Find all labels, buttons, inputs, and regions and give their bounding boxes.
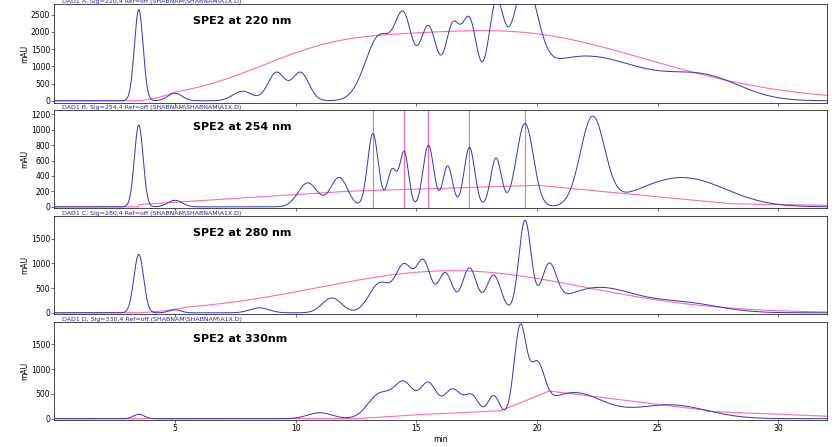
Text: SPE2 at 220 nm: SPE2 at 220 nm [194,16,291,26]
Text: SPE2 at 280 nm: SPE2 at 280 nm [194,228,291,238]
Text: DAD1 A, Sig=220,4 Ref=off (SHABNAM\SHABNAM\A1X.D): DAD1 A, Sig=220,4 Ref=off (SHABNAM\SHABN… [62,0,241,4]
Y-axis label: mAU: mAU [20,256,29,274]
Text: SPE2 at 254 nm: SPE2 at 254 nm [194,122,291,132]
Text: DAD1 D, Sig=330,4 Ref=off (SHABNAM\SHABNAM\A1X.D): DAD1 D, Sig=330,4 Ref=off (SHABNAM\SHABN… [62,317,242,322]
Y-axis label: mAU: mAU [20,362,29,380]
Text: DAD1 C, Sig=280,4 Ref=off (SHABNAM\SHABNAM\A1X.D): DAD1 C, Sig=280,4 Ref=off (SHABNAM\SHABN… [62,211,241,216]
Y-axis label: mAU: mAU [20,150,29,169]
Y-axis label: mAU: mAU [20,44,29,63]
X-axis label: min: min [433,435,448,444]
Text: SPE2 at 330nm: SPE2 at 330nm [194,334,287,344]
Text: DAD1 B, Sig=254,4 Ref=off (SHABNAM\SHABNAM\A1X.D): DAD1 B, Sig=254,4 Ref=off (SHABNAM\SHABN… [62,105,241,110]
